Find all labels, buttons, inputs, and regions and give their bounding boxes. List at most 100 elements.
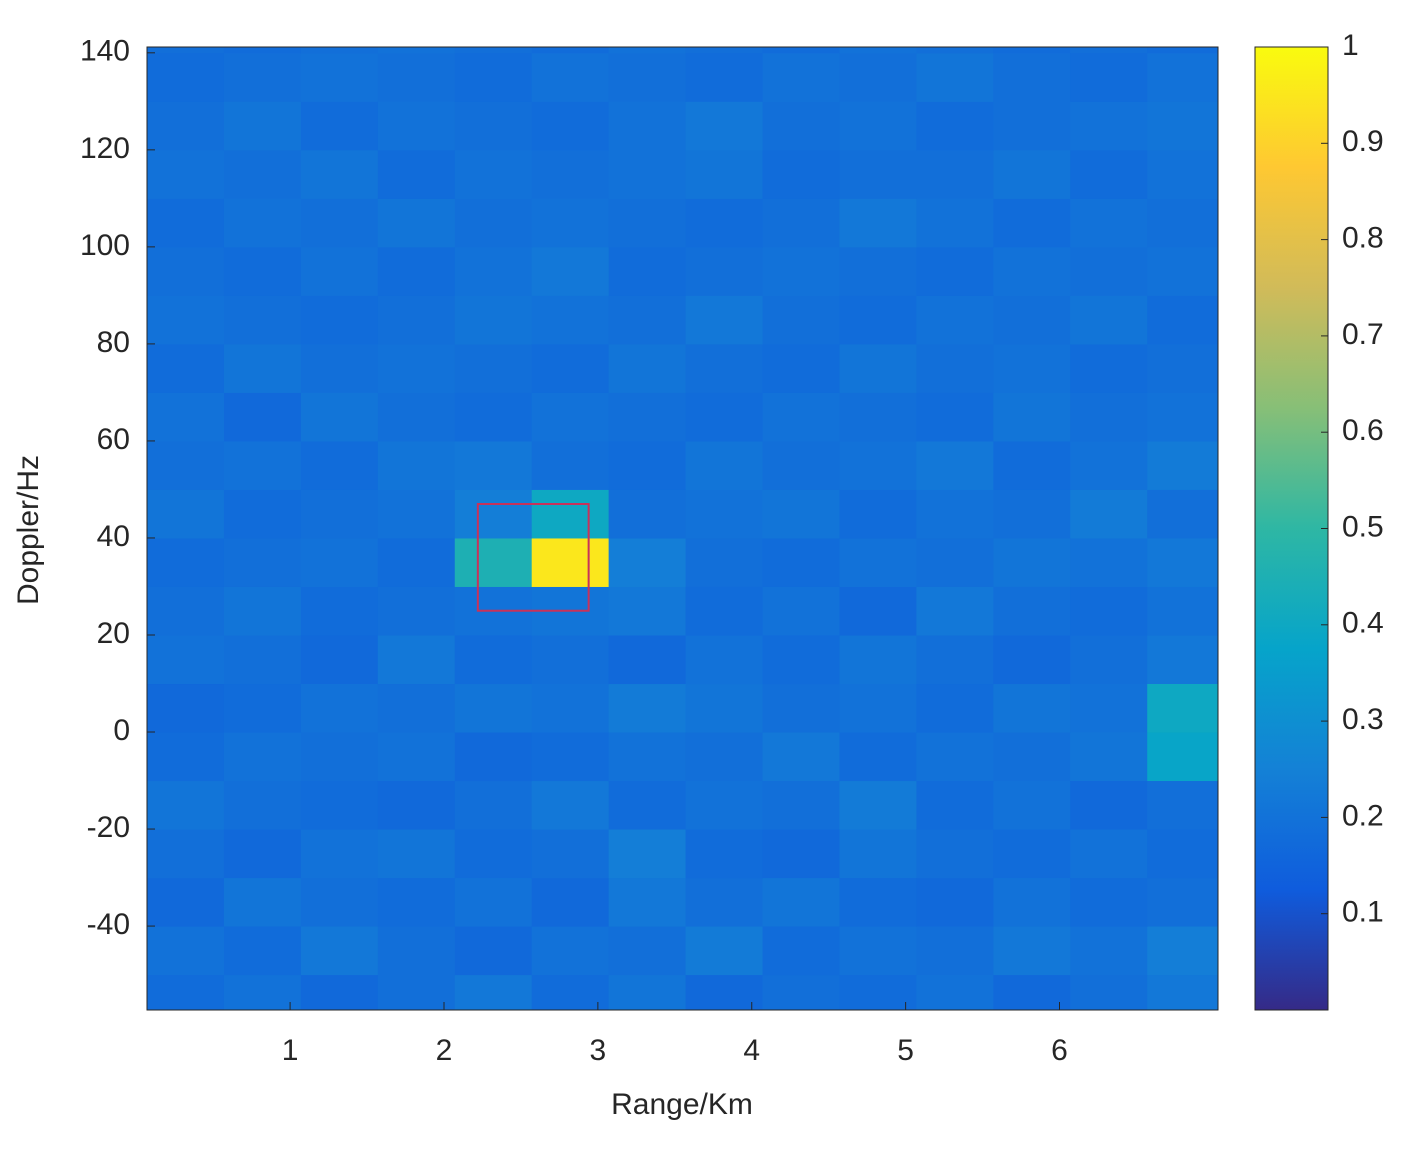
heatmap-cell: [685, 101, 764, 151]
heatmap-cell: [1147, 586, 1219, 636]
heatmap-cell: [1070, 47, 1148, 54]
heatmap-cell: [147, 246, 225, 296]
heatmap-cell: [608, 780, 687, 830]
highlight-box: [476, 503, 590, 612]
heatmap-cell: [147, 586, 225, 636]
heatmap-cell: [608, 295, 687, 345]
heatmap-cell: [839, 440, 917, 490]
heatmap-cell: [223, 101, 302, 151]
heatmap-cell: [839, 586, 917, 636]
heatmap-cell: [993, 198, 1071, 248]
heatmap-cell: [1147, 877, 1219, 927]
heatmap-cell: [1070, 343, 1148, 393]
heatmap-cell: [454, 634, 533, 685]
heatmap-cell: [1070, 52, 1148, 102]
heatmap-cell: [377, 392, 456, 442]
heatmap-cell: [531, 877, 610, 927]
heatmap-cell: [1070, 149, 1148, 199]
heatmap-cell: [300, 295, 379, 345]
heatmap-cell: [147, 149, 225, 199]
heatmap-cell: [147, 295, 225, 345]
heatmap-cell: [608, 489, 687, 539]
heatmap-cell: [531, 974, 610, 1011]
heatmap-cell: [685, 392, 764, 442]
heatmap-cell: [223, 829, 302, 879]
colorbar-tick-label: 0.2: [1342, 799, 1384, 832]
heatmap-cell: [1147, 537, 1219, 587]
heatmap-cell: [916, 52, 994, 102]
colorbar-tick-label: 0.4: [1342, 607, 1384, 640]
heatmap-cell: [147, 489, 225, 539]
heatmap-cell: [1147, 343, 1219, 393]
heatmap-cell: [993, 780, 1071, 830]
heatmap-cell: [1070, 732, 1148, 782]
heatmap-cell: [608, 732, 687, 782]
heatmap-cell: [223, 877, 302, 927]
heatmap-cell: [377, 52, 456, 102]
heatmap-cell: [762, 246, 840, 296]
heatmap-cell: [993, 295, 1071, 345]
heatmap-cell: [454, 732, 533, 782]
heatmap-cell: [685, 926, 764, 976]
heatmap-cell: [223, 246, 302, 296]
heatmap-cell: [454, 246, 533, 296]
heatmap-cell: [1147, 829, 1219, 879]
y-tick-label: 0: [113, 714, 130, 747]
heatmap-cell: [223, 295, 302, 345]
heatmap-cell: [762, 634, 840, 685]
heatmap-cell: [1147, 683, 1219, 733]
y-axis-title: Doppler/Hz: [12, 455, 45, 605]
y-tick-label: 80: [97, 326, 130, 359]
heatmap-cell: [147, 101, 225, 151]
heatmap-cell: [223, 586, 302, 636]
heatmap-cell: [608, 829, 687, 879]
heatmap-cell: [916, 295, 994, 345]
heatmap-cell: [377, 586, 456, 636]
heatmap-cell: [223, 47, 302, 54]
heatmap-cell: [1070, 586, 1148, 636]
heatmap-cell: [762, 537, 840, 587]
heatmap-cell: [608, 47, 687, 54]
heatmap-cell: [377, 974, 456, 1011]
heatmap-cell: [1070, 877, 1148, 927]
y-tick-label: 120: [80, 132, 130, 165]
heatmap-cell: [454, 489, 533, 539]
heatmap-cell: [993, 926, 1071, 976]
heatmap-cell: [916, 537, 994, 587]
heatmap-cell: [993, 440, 1071, 490]
heatmap-cell: [762, 47, 840, 54]
heatmap-cell: [1070, 246, 1148, 296]
heatmap-cell: [993, 149, 1071, 199]
heatmap-cell: [147, 877, 225, 927]
heatmap-cell: [531, 295, 610, 345]
heatmap-cell: [300, 52, 379, 102]
heatmap-cell: [839, 47, 917, 54]
heatmap-cell: [454, 683, 533, 733]
heatmap-cell: [839, 52, 917, 102]
plot-frame: [146, 46, 1219, 1011]
heatmap-cell: [300, 198, 379, 248]
heatmap-cell: [377, 47, 456, 54]
heatmap-cell: [608, 246, 687, 296]
heatmap-cell: [454, 343, 533, 393]
heatmap-cell: [147, 440, 225, 490]
heatmap-cell: [1147, 926, 1219, 976]
heatmap-cell: [377, 780, 456, 830]
heatmap-cell: [300, 780, 379, 830]
heatmap-cell: [223, 780, 302, 830]
heatmap-cell: [377, 101, 456, 151]
heatmap-cell: [916, 198, 994, 248]
y-tick-label: 140: [80, 35, 130, 68]
heatmap-cell: [1070, 101, 1148, 151]
heatmap-cell: [300, 586, 379, 636]
heatmap-cell: [300, 732, 379, 782]
heatmap-cell: [377, 440, 456, 490]
heatmap-cell: [916, 877, 994, 927]
heatmap-cell: [762, 586, 840, 636]
heatmap-cell: [685, 537, 764, 587]
heatmap-cell: [377, 732, 456, 782]
heatmap-cell: [1070, 489, 1148, 539]
heatmap-cell: [839, 343, 917, 393]
heatmap-cell: [685, 343, 764, 393]
